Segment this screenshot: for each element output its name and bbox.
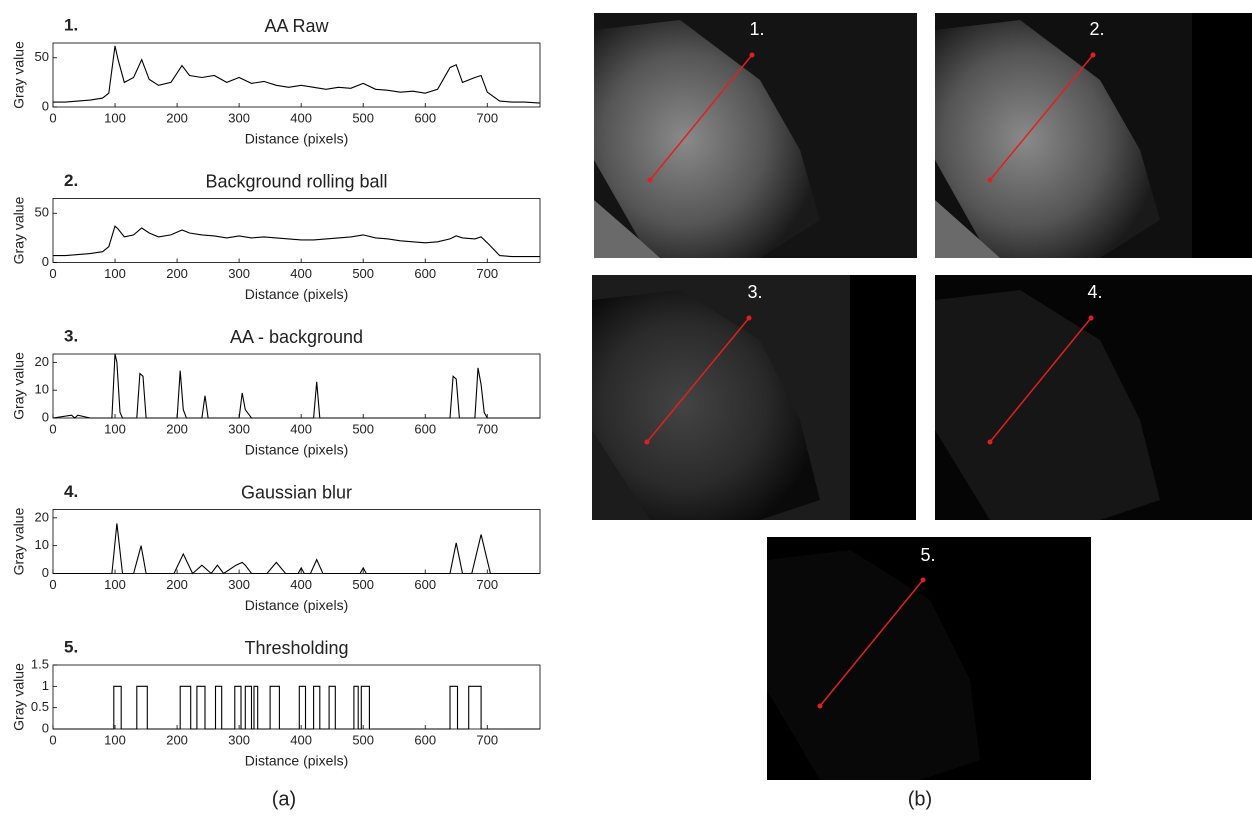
chart-title: Thresholding (244, 638, 348, 658)
plot-frame (52, 509, 541, 574)
x-tick-label: 700 (476, 110, 498, 125)
chart-title: AA - background (230, 327, 363, 347)
panel-label: 1. (64, 15, 78, 34)
y-tick-label: 20 (35, 509, 49, 524)
panel-label: 2. (64, 171, 78, 190)
x-tick-label: 200 (166, 110, 188, 125)
x-tick-label: 500 (352, 266, 374, 281)
y-axis-label: Gray value (11, 507, 27, 575)
data-line (53, 225, 540, 258)
figure-label: (b) (908, 788, 932, 810)
x-tick-label: 500 (352, 732, 374, 747)
x-tick-label: 300 (228, 421, 250, 436)
plot-frame (52, 353, 541, 419)
y-tick-label: 0 (42, 565, 49, 580)
image-label: 2. (1089, 19, 1104, 39)
y-tick-label: 1 (42, 678, 49, 693)
y-tick-label: 50 (35, 205, 49, 220)
x-tick-label: 600 (414, 732, 436, 747)
panel-label: 4. (64, 482, 78, 501)
x-tick-label: 200 (166, 732, 188, 747)
x-tick-label: 200 (166, 577, 188, 592)
chart-title: Background rolling ball (205, 171, 387, 191)
x-axis-label: Distance (pixels) (245, 597, 348, 613)
image-label: 4. (1087, 282, 1102, 302)
x-axis-label: Distance (pixels) (245, 131, 348, 147)
x-tick-label: 100 (104, 110, 126, 125)
x-tick-label: 0 (49, 577, 56, 592)
x-tick-label: 400 (290, 266, 312, 281)
y-axis-label: Gray value (11, 196, 27, 264)
x-tick-label: 700 (476, 732, 498, 747)
y-tick-label: 50 (35, 49, 49, 64)
y-tick-label: 0 (42, 720, 49, 735)
x-tick-label: 0 (49, 110, 56, 125)
figure-label: (a) (272, 788, 296, 810)
x-tick-label: 0 (49, 266, 56, 281)
x-tick-label: 700 (476, 266, 498, 281)
micrograph: 2. (935, 13, 1252, 258)
y-tick-label: 10 (35, 382, 49, 397)
x-tick-label: 200 (166, 421, 188, 436)
x-tick-label: 100 (104, 732, 126, 747)
micrograph: 1. (594, 13, 917, 258)
y-tick-label: 0 (42, 98, 49, 113)
x-tick-label: 0 (49, 421, 56, 436)
x-tick-label: 600 (414, 421, 436, 436)
y-axis-label: Gray value (11, 41, 27, 109)
x-tick-label: 500 (352, 110, 374, 125)
plot-frame (52, 42, 541, 108)
x-tick-label: 700 (476, 577, 498, 592)
x-tick-label: 0 (49, 732, 56, 747)
x-tick-label: 300 (228, 110, 250, 125)
data-line (53, 685, 540, 730)
y-tick-label: 0 (42, 254, 49, 269)
x-tick-label: 600 (414, 577, 436, 592)
x-axis-label: Distance (pixels) (245, 286, 348, 302)
micrograph: 3. (592, 275, 916, 520)
x-tick-label: 400 (290, 577, 312, 592)
y-tick-label: 0.5 (31, 699, 49, 714)
x-tick-label: 500 (352, 577, 374, 592)
x-tick-label: 100 (104, 421, 126, 436)
plot-frame (52, 664, 541, 730)
x-tick-label: 600 (414, 110, 436, 125)
y-tick-label: 0 (42, 409, 49, 424)
chart-title: AA Raw (264, 16, 329, 36)
plot-frame (52, 198, 541, 263)
data-line (53, 45, 541, 104)
x-tick-label: 200 (166, 266, 188, 281)
x-tick-label: 500 (352, 421, 374, 436)
micrograph: 5. (767, 537, 1091, 780)
x-tick-label: 100 (104, 266, 126, 281)
y-tick-label: 20 (35, 354, 49, 369)
x-tick-label: 300 (228, 732, 250, 747)
panel-label: 5. (64, 637, 78, 656)
panel-label: 3. (64, 326, 78, 345)
x-tick-label: 300 (228, 266, 250, 281)
x-tick-label: 700 (476, 421, 498, 436)
x-tick-label: 400 (290, 110, 312, 125)
data-line (52, 353, 540, 419)
y-tick-label: 1.5 (31, 656, 49, 671)
x-tick-label: 400 (290, 421, 312, 436)
y-axis-label: Gray value (11, 663, 27, 731)
x-tick-label: 100 (104, 577, 126, 592)
x-axis-label: Distance (pixels) (245, 442, 348, 458)
chart-title: Gaussian blur (241, 482, 352, 502)
y-axis-label: Gray value (11, 352, 27, 420)
x-axis-label: Distance (pixels) (245, 753, 348, 769)
image-label: 1. (749, 19, 764, 39)
x-tick-label: 300 (228, 577, 250, 592)
x-tick-label: 600 (414, 266, 436, 281)
data-line (53, 523, 540, 575)
image-label: 5. (920, 545, 935, 565)
micrograph: 4. (935, 275, 1252, 520)
x-tick-label: 400 (290, 732, 312, 747)
y-tick-label: 10 (35, 537, 49, 552)
image-label: 3. (747, 282, 762, 302)
